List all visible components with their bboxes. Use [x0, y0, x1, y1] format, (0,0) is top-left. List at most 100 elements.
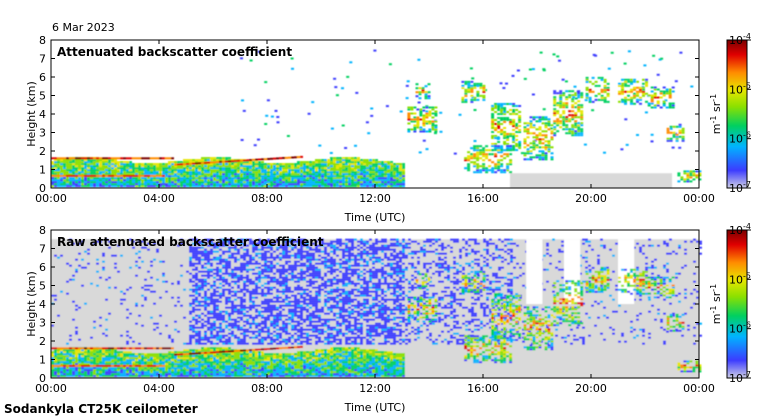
heatmap-cell — [213, 322, 216, 325]
heatmap-cell — [351, 312, 354, 315]
heatmap-cell — [225, 163, 228, 166]
heatmap-cell — [240, 288, 243, 291]
heatmap-cell — [270, 280, 273, 283]
heatmap-cell — [147, 174, 150, 177]
heatmap-cell — [342, 165, 345, 168]
heatmap-cell — [509, 123, 513, 125]
heatmap-cell — [339, 328, 342, 331]
heatmap-cell — [150, 163, 153, 166]
heatmap-cell — [288, 322, 291, 325]
heatmap-cell — [102, 332, 105, 335]
heatmap-cell — [689, 170, 693, 173]
heatmap-cell — [261, 338, 264, 341]
heatmap-cell — [523, 128, 527, 131]
heatmap-cell — [309, 284, 312, 287]
heatmap-cell — [192, 246, 195, 249]
heatmap-cell — [603, 78, 607, 81]
heatmap-cell — [357, 302, 360, 305]
heatmap-cell — [327, 254, 330, 257]
heatmap-cell — [665, 106, 669, 109]
heatmap-cell — [282, 163, 285, 166]
heatmap-cell — [180, 242, 183, 245]
heatmap-cell — [246, 254, 249, 257]
heatmap-cell — [327, 264, 330, 267]
heatmap-cell — [306, 244, 309, 247]
heatmap-cell — [321, 328, 324, 331]
heatmap-cell — [180, 175, 183, 178]
heatmap-cell — [153, 328, 156, 331]
heatmap-cell — [108, 246, 111, 249]
heatmap-cell — [342, 290, 345, 293]
heatmap-cell — [439, 130, 443, 133]
heatmap-cell — [75, 171, 78, 174]
heatmap-cell — [321, 308, 324, 311]
heatmap-cell — [63, 174, 66, 177]
heatmap-cell — [494, 171, 498, 174]
heatmap-cell — [147, 270, 150, 273]
heatmap-cell — [621, 82, 624, 85]
heatmap-cell — [147, 167, 150, 170]
heatmap-cell — [243, 165, 246, 168]
heatmap-cell — [99, 167, 102, 170]
heatmap-cell — [568, 96, 572, 99]
heatmap-cell — [267, 169, 270, 172]
heatmap-cell — [207, 320, 210, 323]
heatmap-cell — [153, 185, 156, 188]
heatmap-cell — [571, 114, 575, 117]
heatmap-cell — [369, 256, 372, 259]
heatmap-cell — [108, 163, 111, 166]
heatmap-cell — [69, 165, 72, 168]
heatmap-cell — [72, 318, 75, 321]
heatmap-cell — [479, 165, 483, 168]
heatmap-cell — [665, 92, 669, 95]
heatmap-cell — [210, 296, 213, 299]
heatmap-cell — [198, 240, 201, 243]
heatmap-cell — [339, 262, 342, 265]
heatmap-cell — [402, 163, 405, 166]
heatmap-cell — [93, 157, 96, 160]
heatmap-cell — [369, 163, 372, 166]
heatmap-cell — [255, 183, 258, 186]
heatmap-cell — [105, 167, 108, 170]
heatmap-cell — [195, 332, 198, 335]
heatmap-cell — [321, 282, 324, 285]
heatmap-cell — [291, 336, 294, 339]
heatmap-cell — [390, 167, 393, 170]
heatmap-cell — [650, 86, 654, 89]
heatmap-cell — [75, 332, 78, 335]
heatmap-cell — [78, 159, 81, 162]
heatmap-cell — [369, 258, 372, 261]
heatmap-cell — [168, 171, 171, 174]
heatmap-cell — [249, 322, 252, 325]
heatmap-cell — [90, 171, 93, 174]
heatmap-cell — [267, 282, 270, 285]
heatmap-cell — [198, 175, 201, 178]
heatmap-cell — [497, 103, 501, 105]
heatmap-cell — [366, 300, 369, 303]
heatmap-cell — [270, 177, 273, 180]
heatmap-cell — [354, 159, 357, 162]
heatmap-cell — [336, 183, 339, 186]
heatmap-cell — [636, 80, 639, 83]
heatmap-cell — [60, 177, 63, 180]
heatmap-cell — [476, 169, 480, 172]
heatmap-cell — [267, 171, 270, 174]
heatmap-cell — [559, 126, 563, 129]
heatmap-cell — [348, 169, 351, 172]
heatmap-cell — [390, 183, 393, 186]
heatmap-cell — [321, 175, 324, 178]
heatmap-cell — [237, 171, 240, 174]
heatmap-cell — [234, 183, 237, 186]
heatmap-cell — [309, 254, 312, 257]
heatmap-cell — [213, 326, 216, 329]
heatmap-cell — [210, 161, 213, 164]
heatmap-cell — [171, 169, 174, 172]
heatmap-cell — [509, 145, 513, 148]
heatmap-cell — [249, 278, 252, 281]
heatmap-cell — [231, 324, 234, 327]
heatmap-cell — [261, 310, 264, 313]
heatmap-cell — [336, 296, 339, 299]
heatmap-cell — [597, 98, 601, 101]
heatmap-cell — [117, 179, 120, 182]
heatmap-cell — [90, 185, 93, 188]
